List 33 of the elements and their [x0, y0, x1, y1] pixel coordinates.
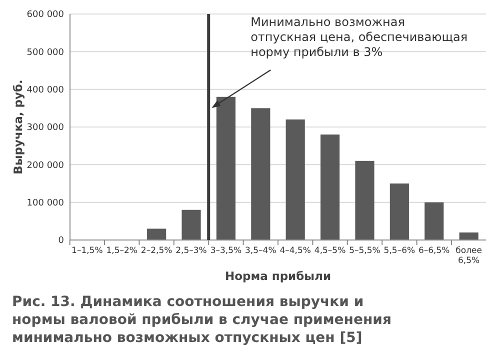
x-tick-label: 1–1,5% — [72, 246, 103, 256]
bar — [320, 134, 340, 240]
bar — [216, 96, 236, 240]
y-axis-title: Выручка, руб. — [11, 80, 25, 174]
bar — [147, 228, 166, 240]
x-tick-label: 1,5–2% — [106, 246, 138, 256]
y-tick-label: 0 — [58, 236, 64, 246]
x-tick-label: 2–2,5% — [140, 246, 172, 256]
bar — [182, 210, 201, 240]
x-tick-label: 3,5–4% — [245, 246, 276, 256]
x-tick-label: 4,5–5% — [314, 246, 346, 256]
bar — [390, 184, 409, 240]
y-tick-label: 200 000 — [26, 160, 64, 171]
x-tick-label: 2,5–3% — [176, 246, 207, 256]
y-tick-label: 400 000 — [26, 85, 64, 96]
x-tick-label: 6–6,5% — [418, 246, 450, 256]
x-tick-label: 4–4,5% — [280, 246, 311, 256]
x-tick-label: 3–3,5% — [210, 246, 242, 256]
text: Рис. 13. Динамика соотношения выручки и нормы валовой прибыли в случае применения минимально возможных отпускных цен [5] — [12, 294, 392, 346]
y-tick-label: 100 000 — [26, 198, 64, 208]
x-tick-label: 5–5,5% — [349, 246, 380, 256]
bar — [251, 108, 270, 240]
bar — [424, 202, 444, 240]
x-axis-title: Норма прибыли — [224, 269, 332, 283]
bar — [286, 119, 305, 240]
x-tick-label: 5,5–6% — [384, 246, 416, 256]
bar — [459, 232, 478, 240]
y-tick-label: 600 000 — [26, 10, 64, 20]
y-tick-label: 300 000 — [26, 123, 64, 134]
y-tick-label: 500 000 — [26, 48, 64, 58]
ref-line-label: Минимально возможная отпускная цена, обеспечивающая норму прибыли в 3% — [250, 15, 468, 59]
x-tick-label: более 6,5% — [456, 246, 482, 266]
bar — [355, 160, 374, 240]
